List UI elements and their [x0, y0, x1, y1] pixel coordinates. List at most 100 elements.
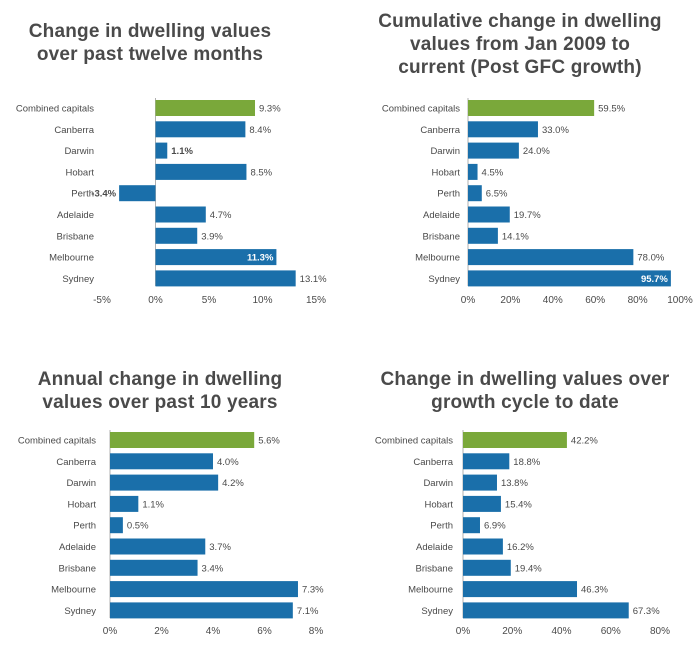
chart-2-tick-label: 80%	[628, 295, 648, 306]
chart-4-bar-darwin	[463, 474, 497, 491]
chart-2-data-label: 6.5%	[486, 189, 508, 200]
chart-3-title-line-2: values over past 10 years	[42, 392, 278, 413]
chart-3-data-label: 0.5%	[127, 521, 149, 532]
chart-3-bar-sydney	[110, 602, 293, 619]
chart-2-bar-combined-capitals	[468, 100, 595, 116]
chart-4-category-label: Melbourne	[408, 585, 453, 596]
chart-1-tick-label: 0%	[148, 295, 163, 306]
chart-1-tick-label: 10%	[252, 295, 272, 306]
chart-2-tick-label: 40%	[543, 295, 563, 306]
chart-4-data-label: 19.4%	[515, 563, 542, 574]
chart-3-bar-canberra	[110, 453, 213, 470]
chart-1-bar-darwin	[155, 142, 168, 159]
chart-2-data-label: 95.7%	[641, 274, 668, 285]
chart-1-bar-canberra	[155, 121, 246, 138]
chart-3: 0% 2% 4% 6% 8% Combined capitals 5.6% Canberra 4…	[18, 430, 324, 637]
chart-2-category-label: Adelaide	[423, 210, 460, 221]
chart-2-category-label: Brisbane	[423, 231, 461, 242]
chart-3-bar-combined-capitals	[110, 432, 255, 448]
chart-2-bar-adelaide	[468, 206, 510, 223]
chart-3-data-label: 3.4%	[202, 563, 224, 574]
chart-4-data-label: 13.8%	[501, 478, 528, 489]
chart-2-data-label: 78.0%	[637, 253, 664, 264]
chart-3-data-label: 4.2%	[222, 478, 244, 489]
chart-3-data-label: 4.0%	[217, 457, 239, 468]
chart-4-category-label: Adelaide	[416, 542, 453, 553]
chart-4-category-label: Canberra	[413, 457, 453, 468]
chart-1-category-label: Sydney	[62, 274, 94, 285]
chart-2-bar-perth	[468, 185, 482, 202]
chart-2-data-label: 14.1%	[502, 231, 529, 242]
chart-4-data-label: 16.2%	[507, 542, 534, 553]
chart-2-tick-label: 0%	[461, 295, 476, 306]
chart-4-bar-sydney	[463, 602, 629, 619]
chart-3-category-label: Brisbane	[59, 563, 97, 574]
chart-2-data-label: 4.5%	[482, 167, 504, 178]
chart-3-category-label: Hobart	[67, 499, 96, 510]
chart-4-data-label: 42.2%	[571, 436, 598, 447]
chart-2-category-label: Perth	[437, 189, 460, 200]
chart-3-tick-label: 6%	[257, 626, 272, 637]
chart-1-bar-perth	[119, 185, 156, 202]
chart-4-data-label: 18.8%	[513, 457, 540, 468]
chart-1-category-label: Brisbane	[57, 231, 95, 242]
chart-4-category-label: Combined capitals	[375, 436, 453, 447]
chart-3-bar-hobart	[110, 495, 139, 512]
chart-3-category-label: Combined capitals	[18, 436, 96, 447]
chart-1-data-label: 9.3%	[259, 104, 281, 115]
chart-2: 0% 20% 40% 60% 80% 100% Combined capitals 59.5%…	[382, 98, 693, 306]
chart-1-category-label: Hobart	[65, 167, 94, 178]
chart-4-data-label: 46.3%	[581, 585, 608, 596]
chart-4-tick-label: 0%	[456, 626, 471, 637]
chart-2-category-label: Hobart	[431, 167, 460, 178]
chart-1: -5% 0% 5% 10% 15% Combined capitals 9.3% Canber…	[16, 98, 327, 306]
chart-1-category-label: Canberra	[54, 125, 94, 136]
chart-4-bar-combined-capitals	[463, 432, 567, 448]
chart-4-title-line-2: growth cycle to date	[431, 392, 619, 413]
chart-1-title-line-1: Change in dwelling values	[28, 21, 272, 42]
chart-4-tick-label: 80%	[650, 626, 670, 637]
chart-1-tick-label: 5%	[202, 295, 217, 306]
chart-3-category-label: Adelaide	[59, 542, 96, 553]
chart-3-bar-perth	[110, 517, 123, 534]
chart-2-tick-label: 60%	[585, 295, 605, 306]
chart-2-tick-label: 100%	[667, 295, 693, 306]
chart-3-tick-label: 8%	[309, 626, 324, 637]
chart-2-category-label: Melbourne	[415, 253, 460, 264]
chart-4-tick-label: 40%	[551, 626, 571, 637]
chart-2-bar-canberra	[468, 121, 538, 138]
chart-4-data-label: 67.3%	[633, 606, 660, 617]
chart-2-bar-melbourne	[468, 249, 634, 266]
chart-3-category-label: Canberra	[56, 457, 96, 468]
chart-2-tick-label: 20%	[500, 295, 520, 306]
chart-2-bar-hobart	[468, 163, 478, 180]
chart-4-bar-adelaide	[463, 538, 503, 555]
chart-2-title-line-3: current (Post GFC growth)	[398, 57, 642, 78]
chart-1-data-label: 11.3%	[247, 253, 274, 264]
chart-2-title-line-1: Cumulative change in dwelling	[378, 11, 662, 32]
chart-4: 0% 20% 40% 60% 80% Combined capitals 42.2% Canb…	[375, 430, 670, 637]
chart-1-data-label: 3.9%	[201, 231, 223, 242]
chart-1-bar-sydney	[155, 270, 296, 287]
chart-1-category-label: Adelaide	[57, 210, 94, 221]
chart-4-bar-brisbane	[463, 559, 511, 576]
chart-2-data-label: 24.0%	[523, 146, 550, 157]
chart-2-category-label: Darwin	[430, 146, 460, 157]
chart-3-data-label: 1.1%	[142, 499, 164, 510]
chart-4-bar-perth	[463, 517, 480, 534]
chart-3-title-line-1: Annual change in dwelling	[37, 369, 283, 390]
chart-3-bar-adelaide	[110, 538, 206, 555]
chart-2-category-label: Combined capitals	[382, 104, 460, 115]
chart-4-title: Change in dwelling values over growth cy…	[355, 368, 695, 414]
chart-1-title: Change in dwelling values over past twel…	[0, 20, 300, 66]
chart-4-category-label: Brisbane	[416, 563, 454, 574]
chart-3-category-label: Sydney	[64, 606, 96, 617]
chart-3-bar-darwin	[110, 474, 219, 491]
chart-1-bar-hobart	[155, 163, 247, 180]
chart-4-data-label: 6.9%	[484, 521, 506, 532]
chart-1-data-label: 13.1%	[300, 274, 327, 285]
chart-4-bar-hobart	[463, 495, 501, 512]
chart-1-tick-label: 15%	[306, 295, 326, 306]
chart-3-tick-label: 2%	[154, 626, 169, 637]
